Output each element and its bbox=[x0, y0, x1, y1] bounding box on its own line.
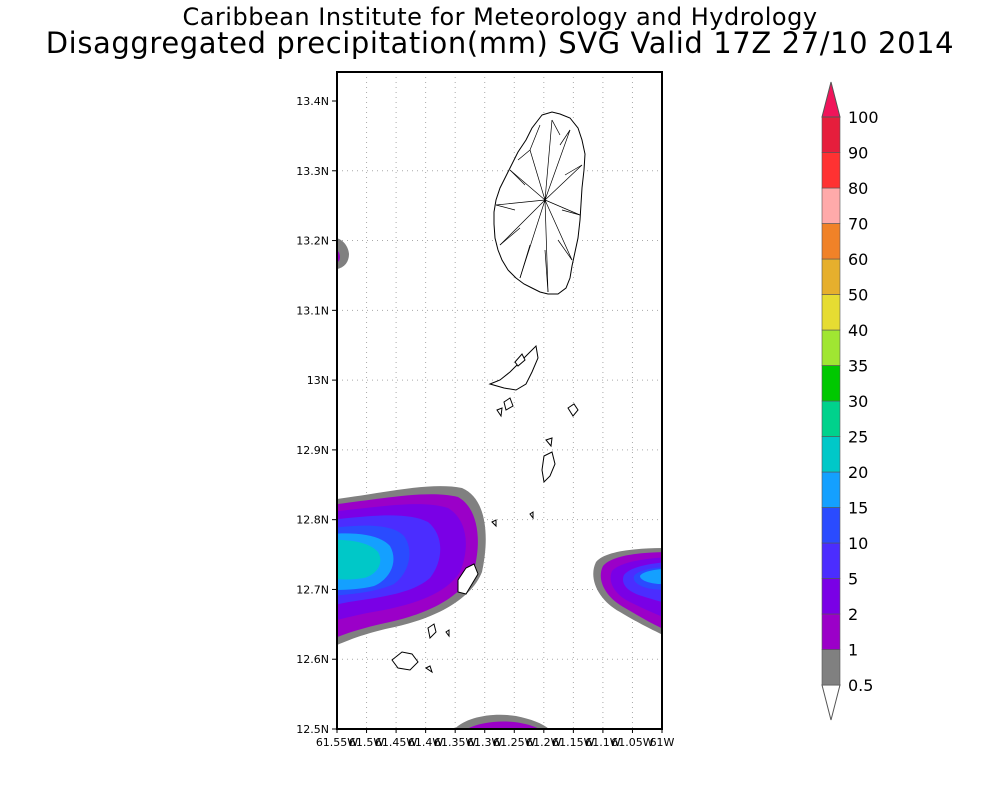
colorbar-label: 35 bbox=[848, 357, 868, 376]
colorbar-label: 70 bbox=[848, 215, 868, 234]
colorbar-label: 60 bbox=[848, 250, 868, 269]
colorbar-segment bbox=[821, 400, 841, 437]
colorbar-high-arrow bbox=[821, 81, 841, 118]
colorbar-segment bbox=[821, 187, 841, 224]
lat-tick-label: 13.3N bbox=[296, 165, 329, 178]
colorbar-label: 40 bbox=[848, 321, 868, 340]
colorbar-segment bbox=[821, 152, 841, 189]
lon-tick-label: 61.15W bbox=[552, 736, 594, 749]
map-frame bbox=[336, 71, 663, 730]
colorbar-label: 90 bbox=[848, 144, 868, 163]
colorbar-segment bbox=[821, 365, 841, 402]
lon-tick-label: 61.4W bbox=[408, 736, 443, 749]
lon-tick-label: 61.45W bbox=[375, 736, 417, 749]
colorbar-segment bbox=[821, 649, 841, 686]
grenadines-islands bbox=[391, 344, 579, 674]
colorbar-label: 100 bbox=[848, 108, 879, 127]
chart-subtitle: Disaggregated precipitation(mm) SVG Vali… bbox=[45, 26, 955, 60]
lat-tick-label: 12.8N bbox=[296, 514, 329, 527]
lat-tick-label: 12.6N bbox=[296, 653, 329, 666]
colorbar-label: 50 bbox=[848, 286, 868, 305]
colorbar-segment bbox=[821, 223, 841, 260]
colorbar-label: 5 bbox=[848, 570, 858, 589]
colorbar-segment bbox=[821, 578, 841, 615]
colorbar-label: 0.5 bbox=[848, 676, 873, 695]
colorbar-low-arrow bbox=[821, 684, 841, 721]
colorbar-segment bbox=[821, 436, 841, 473]
lon-tick-label: 61.35W bbox=[434, 736, 476, 749]
lon-tick-label: 61.05W bbox=[611, 736, 653, 749]
colorbar-segment bbox=[821, 471, 841, 508]
lon-tick-label: 61.3W bbox=[467, 736, 502, 749]
colorbar-segment bbox=[821, 507, 841, 544]
colorbar-segment bbox=[821, 542, 841, 579]
map-gridlines bbox=[337, 72, 662, 729]
colorbar-segment bbox=[821, 116, 841, 153]
latitude-ticks: 13.4N 13.3N 13.2N 13.1N 13N 12.9N 12.8N 12.7N 12… bbox=[296, 95, 337, 736]
chart-title: Caribbean Institute for Meteorology and … bbox=[182, 3, 818, 31]
lon-tick-label: 61.25W bbox=[493, 736, 535, 749]
lat-tick-label: 12.7N bbox=[296, 583, 329, 596]
colorbar-segment bbox=[821, 613, 841, 650]
colorbar-label: 15 bbox=[848, 499, 868, 518]
longitude-ticks: 61.55W61.5W61.45W61.4W61.35W61.3W61.25W6… bbox=[316, 729, 675, 749]
lat-tick-label: 13.1N bbox=[296, 304, 329, 317]
colorbar-label: 30 bbox=[848, 392, 868, 411]
lon-tick-label: 61.55W bbox=[316, 736, 358, 749]
colorbar-segment bbox=[821, 294, 841, 331]
colorbar-label: 1 bbox=[848, 641, 858, 660]
lat-tick-label: 13N bbox=[307, 374, 329, 387]
lon-tick-label: 61.5W bbox=[349, 736, 384, 749]
colorbar-segment bbox=[821, 258, 841, 295]
st-vincent-island bbox=[493, 111, 586, 295]
colorbar-label: 10 bbox=[848, 534, 868, 553]
lon-tick-label: 61.1W bbox=[585, 736, 620, 749]
colorbar-label: 2 bbox=[848, 605, 858, 624]
lat-tick-label: 12.9N bbox=[296, 444, 329, 457]
lon-tick-label: 61.2W bbox=[526, 736, 561, 749]
colorbar-label: 80 bbox=[848, 179, 868, 198]
colorbar-label: 25 bbox=[848, 428, 868, 447]
lon-tick-label: 61W bbox=[650, 736, 675, 749]
lat-tick-label: 13.2N bbox=[296, 235, 329, 248]
colorbar-label: 20 bbox=[848, 463, 868, 482]
lat-tick-label: 13.4N bbox=[296, 95, 329, 108]
precip-field bbox=[337, 111, 662, 729]
lat-tick-label: 12.5N bbox=[296, 723, 329, 736]
colorbar-segment bbox=[821, 329, 841, 366]
